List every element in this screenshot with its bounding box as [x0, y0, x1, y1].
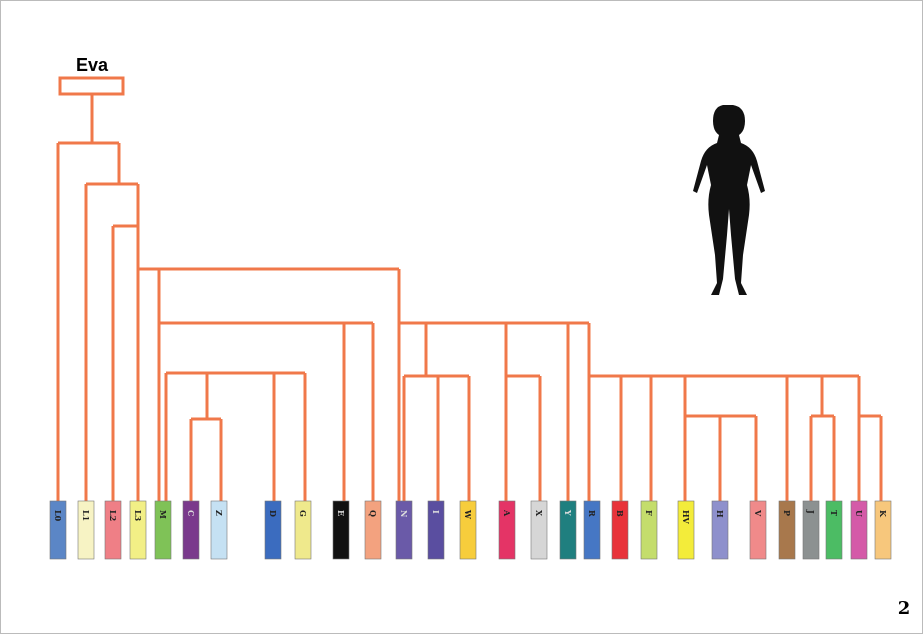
- leaf-label: H: [715, 510, 725, 518]
- leaf-label: D: [268, 510, 278, 517]
- leaf-label: M: [158, 510, 168, 519]
- leaf-label: W: [463, 509, 473, 520]
- leaf-label: L0: [53, 510, 63, 522]
- leaf-label: K: [878, 510, 888, 518]
- leaf-label: Q: [368, 510, 378, 517]
- leaf-label: C: [186, 510, 196, 516]
- leaf-label: E: [336, 510, 346, 516]
- leaf-label: X: [534, 510, 544, 517]
- leaf-label: V: [753, 509, 763, 517]
- leaf-label: Z: [214, 510, 224, 516]
- leaf-label: A: [502, 509, 512, 517]
- woman-silhouette: [693, 105, 765, 295]
- leaf-label: P: [782, 510, 792, 516]
- leaf-label: B: [615, 510, 625, 517]
- leaf-label: N: [399, 510, 409, 517]
- leaf-label: L3: [133, 510, 143, 522]
- leaf-label: Y: [563, 509, 573, 516]
- root-box: [60, 78, 123, 94]
- leaf-label: G: [298, 510, 308, 517]
- leaf-label: HV: [681, 510, 691, 525]
- root-label: Eva: [76, 55, 109, 75]
- leaf-label: R: [587, 510, 597, 517]
- leaf-label: U: [854, 510, 864, 517]
- tree-lines: [58, 94, 881, 501]
- leaf-label: I: [431, 510, 441, 514]
- leaf-label: L1: [81, 510, 91, 521]
- leaf-label: L2: [108, 510, 118, 521]
- page: Eva 2 L0L1L2L3MCZDGEQNIWAXYRBFHVHVPJTUK: [0, 0, 923, 634]
- diagram: Eva 2 L0L1L2L3MCZDGEQNIWAXYRBFHVHVPJTUK: [1, 1, 922, 633]
- leaf-label: J: [806, 509, 816, 514]
- leaf-label: F: [644, 510, 654, 516]
- page-number: 2: [898, 598, 911, 619]
- leaf-label: T: [829, 510, 839, 516]
